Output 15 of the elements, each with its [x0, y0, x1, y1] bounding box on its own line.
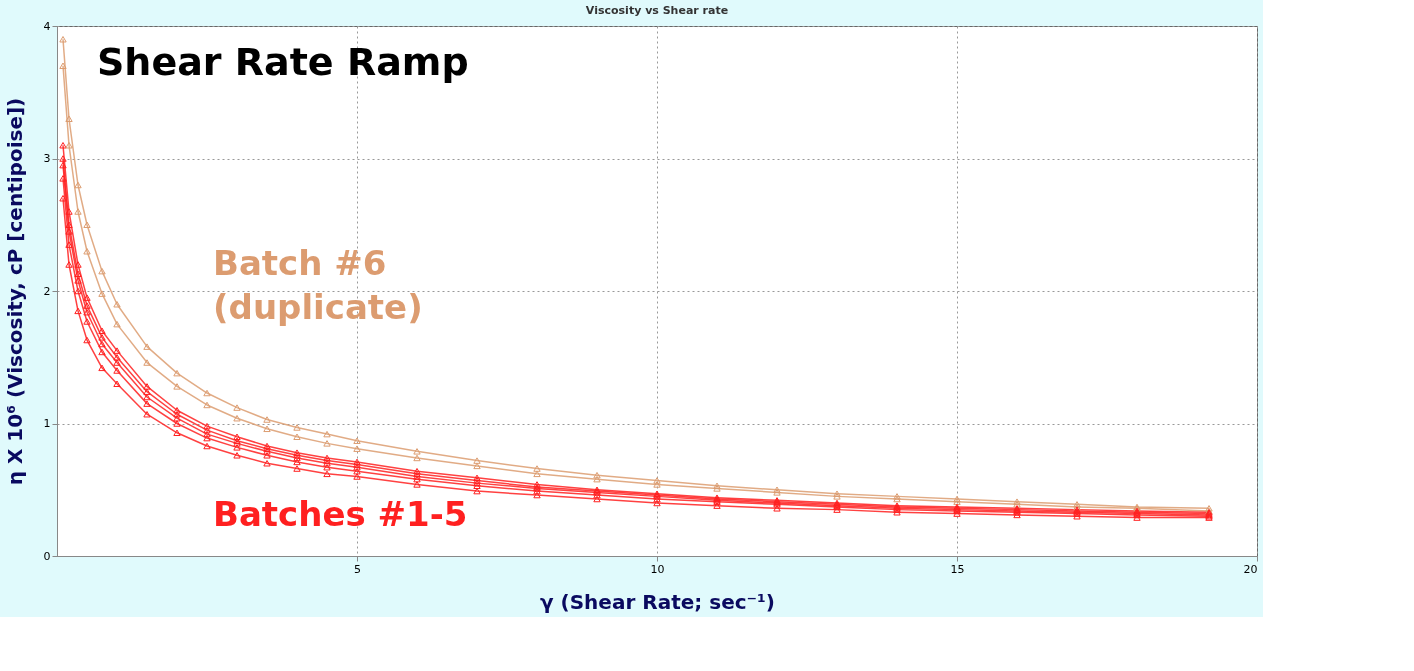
- x-tick-label: 10: [650, 562, 665, 576]
- y-tick-label: 3: [43, 152, 51, 165]
- x-axis-title: γ (Shear Rate; sec⁻¹): [539, 589, 776, 614]
- y-axis-title: η X 10⁶ (Viscosity, cP [centipoise]): [2, 97, 27, 486]
- annotation: Shear Rate Ramp: [97, 40, 469, 84]
- annotation: Batch #6 (duplicate): [213, 242, 423, 327]
- y-tick-label: 4: [43, 19, 51, 33]
- y-tick-label: 0: [43, 549, 51, 563]
- y-tick-label: 2: [43, 284, 51, 298]
- chart-title: Viscosity vs Shear rate: [585, 4, 729, 17]
- x-tick-label: 20: [1243, 562, 1258, 576]
- x-tick-label: 5: [354, 562, 361, 576]
- annotation: Batches #1-5: [213, 494, 468, 535]
- y-tick-label: 1: [43, 417, 51, 430]
- x-tick-label: 15: [950, 562, 965, 576]
